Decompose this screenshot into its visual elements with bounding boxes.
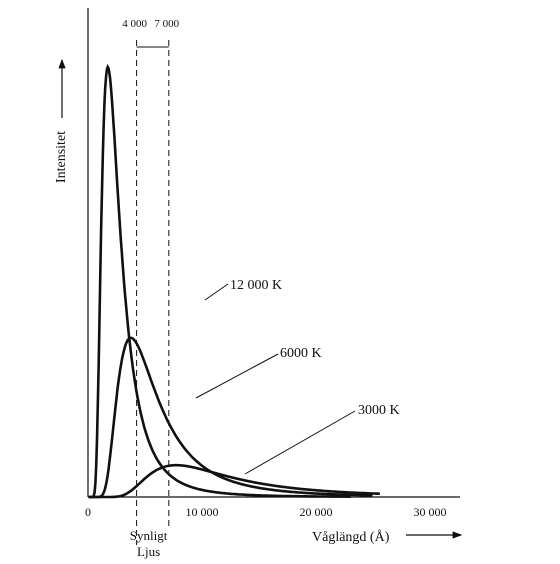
x-tick-label: 0 xyxy=(85,505,91,519)
visible-band-start-label: 4 000 xyxy=(122,18,147,30)
x-axis-label: Våglängd (Å) xyxy=(312,529,390,545)
x-tick-label: 10 000 xyxy=(186,505,219,519)
visible-band-label-synligt: Synligt xyxy=(130,528,168,543)
visible-band-end-label: 7 000 xyxy=(154,18,179,30)
label-3000k: 3000 K xyxy=(358,403,400,418)
x-tick-label: 20 000 xyxy=(300,505,333,519)
leader-12000k xyxy=(204,283,229,301)
x-tick-label: 30 000 xyxy=(414,505,447,519)
x-tick-labels: 0 10 000 20 000 30 000 xyxy=(85,505,447,519)
label-12000k: 12 000 K xyxy=(230,278,282,293)
curve-12000k xyxy=(88,64,351,499)
curve-3000k xyxy=(88,463,380,499)
leader-6000k xyxy=(195,353,279,399)
label-6000k: 6000 K xyxy=(280,346,322,361)
curve-6000k xyxy=(88,336,373,499)
leader-3000k xyxy=(244,410,356,475)
visible-band-label-ljus: Ljus xyxy=(137,544,160,559)
y-axis-label: Intensitet xyxy=(54,131,69,183)
